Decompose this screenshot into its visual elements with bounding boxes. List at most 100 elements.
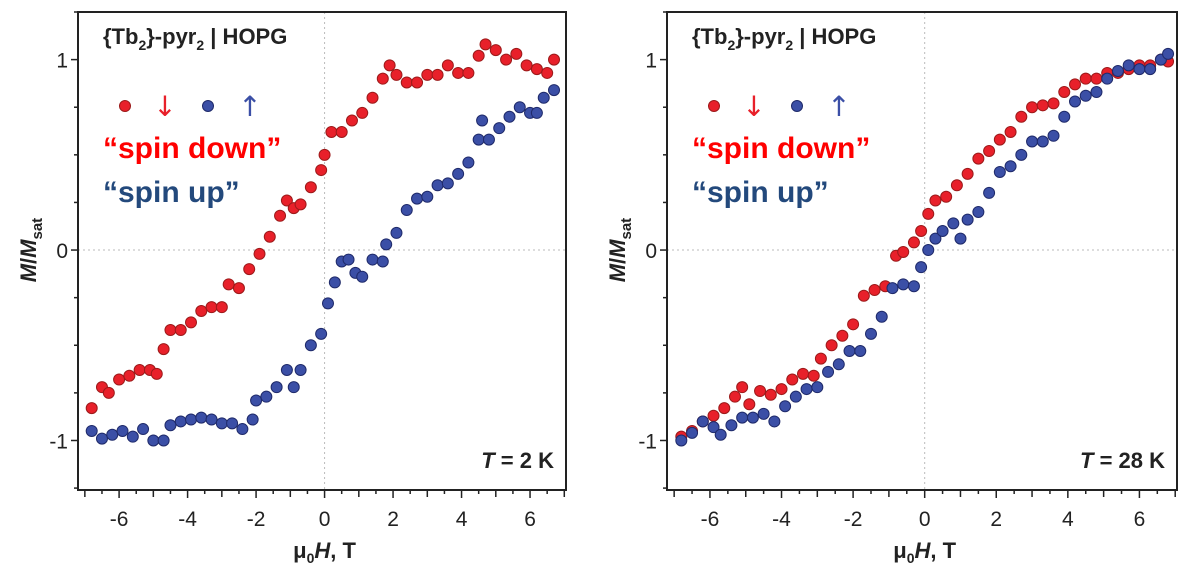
y-label-part: / (605, 258, 630, 264)
data-point (907, 280, 920, 293)
data-point (1069, 95, 1081, 108)
data-point (530, 106, 543, 119)
data-point (530, 63, 543, 76)
data-point (736, 381, 749, 394)
data-point (328, 276, 341, 289)
x-label-part: μ (293, 538, 306, 563)
data-point (1079, 72, 1092, 85)
data-point (897, 245, 910, 258)
data-point (922, 207, 935, 220)
data-point (1004, 125, 1017, 138)
data-point (270, 381, 283, 394)
data-point (868, 284, 881, 297)
data-point (472, 133, 485, 146)
data-point (383, 59, 396, 72)
data-point (718, 402, 731, 415)
data-point (983, 186, 996, 199)
data-point (1111, 65, 1124, 78)
data-point (441, 59, 454, 72)
title-part: }-pyr (146, 24, 197, 49)
data-point (294, 364, 307, 377)
data-point (1058, 85, 1071, 98)
data-point (972, 152, 985, 165)
data-point (548, 53, 561, 66)
data-point (95, 432, 108, 445)
data-point (961, 213, 974, 226)
data-point (1079, 89, 1092, 102)
data-point (786, 373, 799, 386)
data-point (390, 226, 403, 239)
data-point (929, 194, 942, 207)
data-point (811, 381, 824, 394)
data-point (857, 289, 870, 302)
data-point (936, 225, 949, 238)
annotation-value: = 28 K (1093, 448, 1165, 473)
data-point (954, 232, 967, 245)
x-label-part: H (915, 538, 932, 563)
title-part: {Tb (692, 24, 727, 49)
data-point (915, 261, 928, 274)
data-point (775, 383, 788, 396)
annotation-T: T (481, 448, 496, 473)
data-point (1090, 85, 1103, 98)
y-tick-label: -1 (638, 430, 657, 453)
data-point (746, 411, 759, 424)
annotation-value: = 2 K (495, 448, 554, 473)
x-label-part: , T (330, 538, 356, 563)
data-point (757, 407, 770, 420)
data-point (85, 424, 98, 437)
data-point (150, 367, 163, 380)
data-point (280, 364, 293, 377)
data-point (493, 122, 506, 135)
data-point (222, 278, 235, 291)
data-point (335, 125, 348, 138)
chart-title: {Tb2}-pyr2 | HOPG (692, 24, 876, 53)
series-spin-down (675, 53, 1175, 443)
arrow-down-icon: ↓ (153, 90, 176, 123)
data-point (510, 47, 523, 60)
data-point (253, 247, 266, 260)
data-point (800, 383, 813, 396)
data-point (287, 381, 300, 394)
y-tick-label: 0 (56, 240, 68, 263)
title-part: | HOPG (793, 24, 876, 49)
title-part: }-pyr (735, 24, 786, 49)
data-point (195, 304, 208, 317)
data-point (174, 324, 187, 337)
plot-frame (666, 11, 1178, 491)
data-point (1101, 72, 1114, 85)
x-tick-label: 6 (524, 508, 536, 531)
data-point (106, 428, 119, 441)
data-point (1090, 72, 1103, 85)
series-spin-up (85, 84, 561, 447)
x-tick-label: -6 (701, 508, 720, 531)
title-part: {Tb (103, 24, 138, 49)
data-point (116, 424, 129, 437)
data-point (503, 110, 516, 123)
data-point (126, 430, 139, 443)
arrow-up-icon: ↑ (238, 90, 261, 123)
y-label-part: / (16, 258, 41, 264)
temperature-annotation: T = 28 K (1080, 448, 1165, 473)
data-point (707, 421, 720, 434)
legend-marker-spin-up (202, 100, 214, 112)
data-point (1162, 47, 1175, 60)
data-point (725, 419, 738, 432)
data-point (205, 413, 218, 426)
data-point (157, 343, 170, 356)
y-tick-label: 1 (645, 50, 657, 73)
plot-frame (77, 11, 567, 491)
x-tick-label: -4 (772, 508, 791, 531)
data-point (489, 44, 502, 57)
data-point (736, 411, 749, 424)
data-point (1036, 135, 1049, 148)
data-point (1026, 101, 1039, 114)
data-point (356, 106, 369, 119)
series-spin-up (675, 47, 1175, 447)
legend-marker-spin-up (791, 100, 803, 112)
data-point (714, 428, 727, 441)
data-point (315, 164, 328, 177)
y-label-subscript: sat (29, 218, 46, 240)
data-point (226, 417, 239, 430)
data-point (376, 72, 389, 85)
